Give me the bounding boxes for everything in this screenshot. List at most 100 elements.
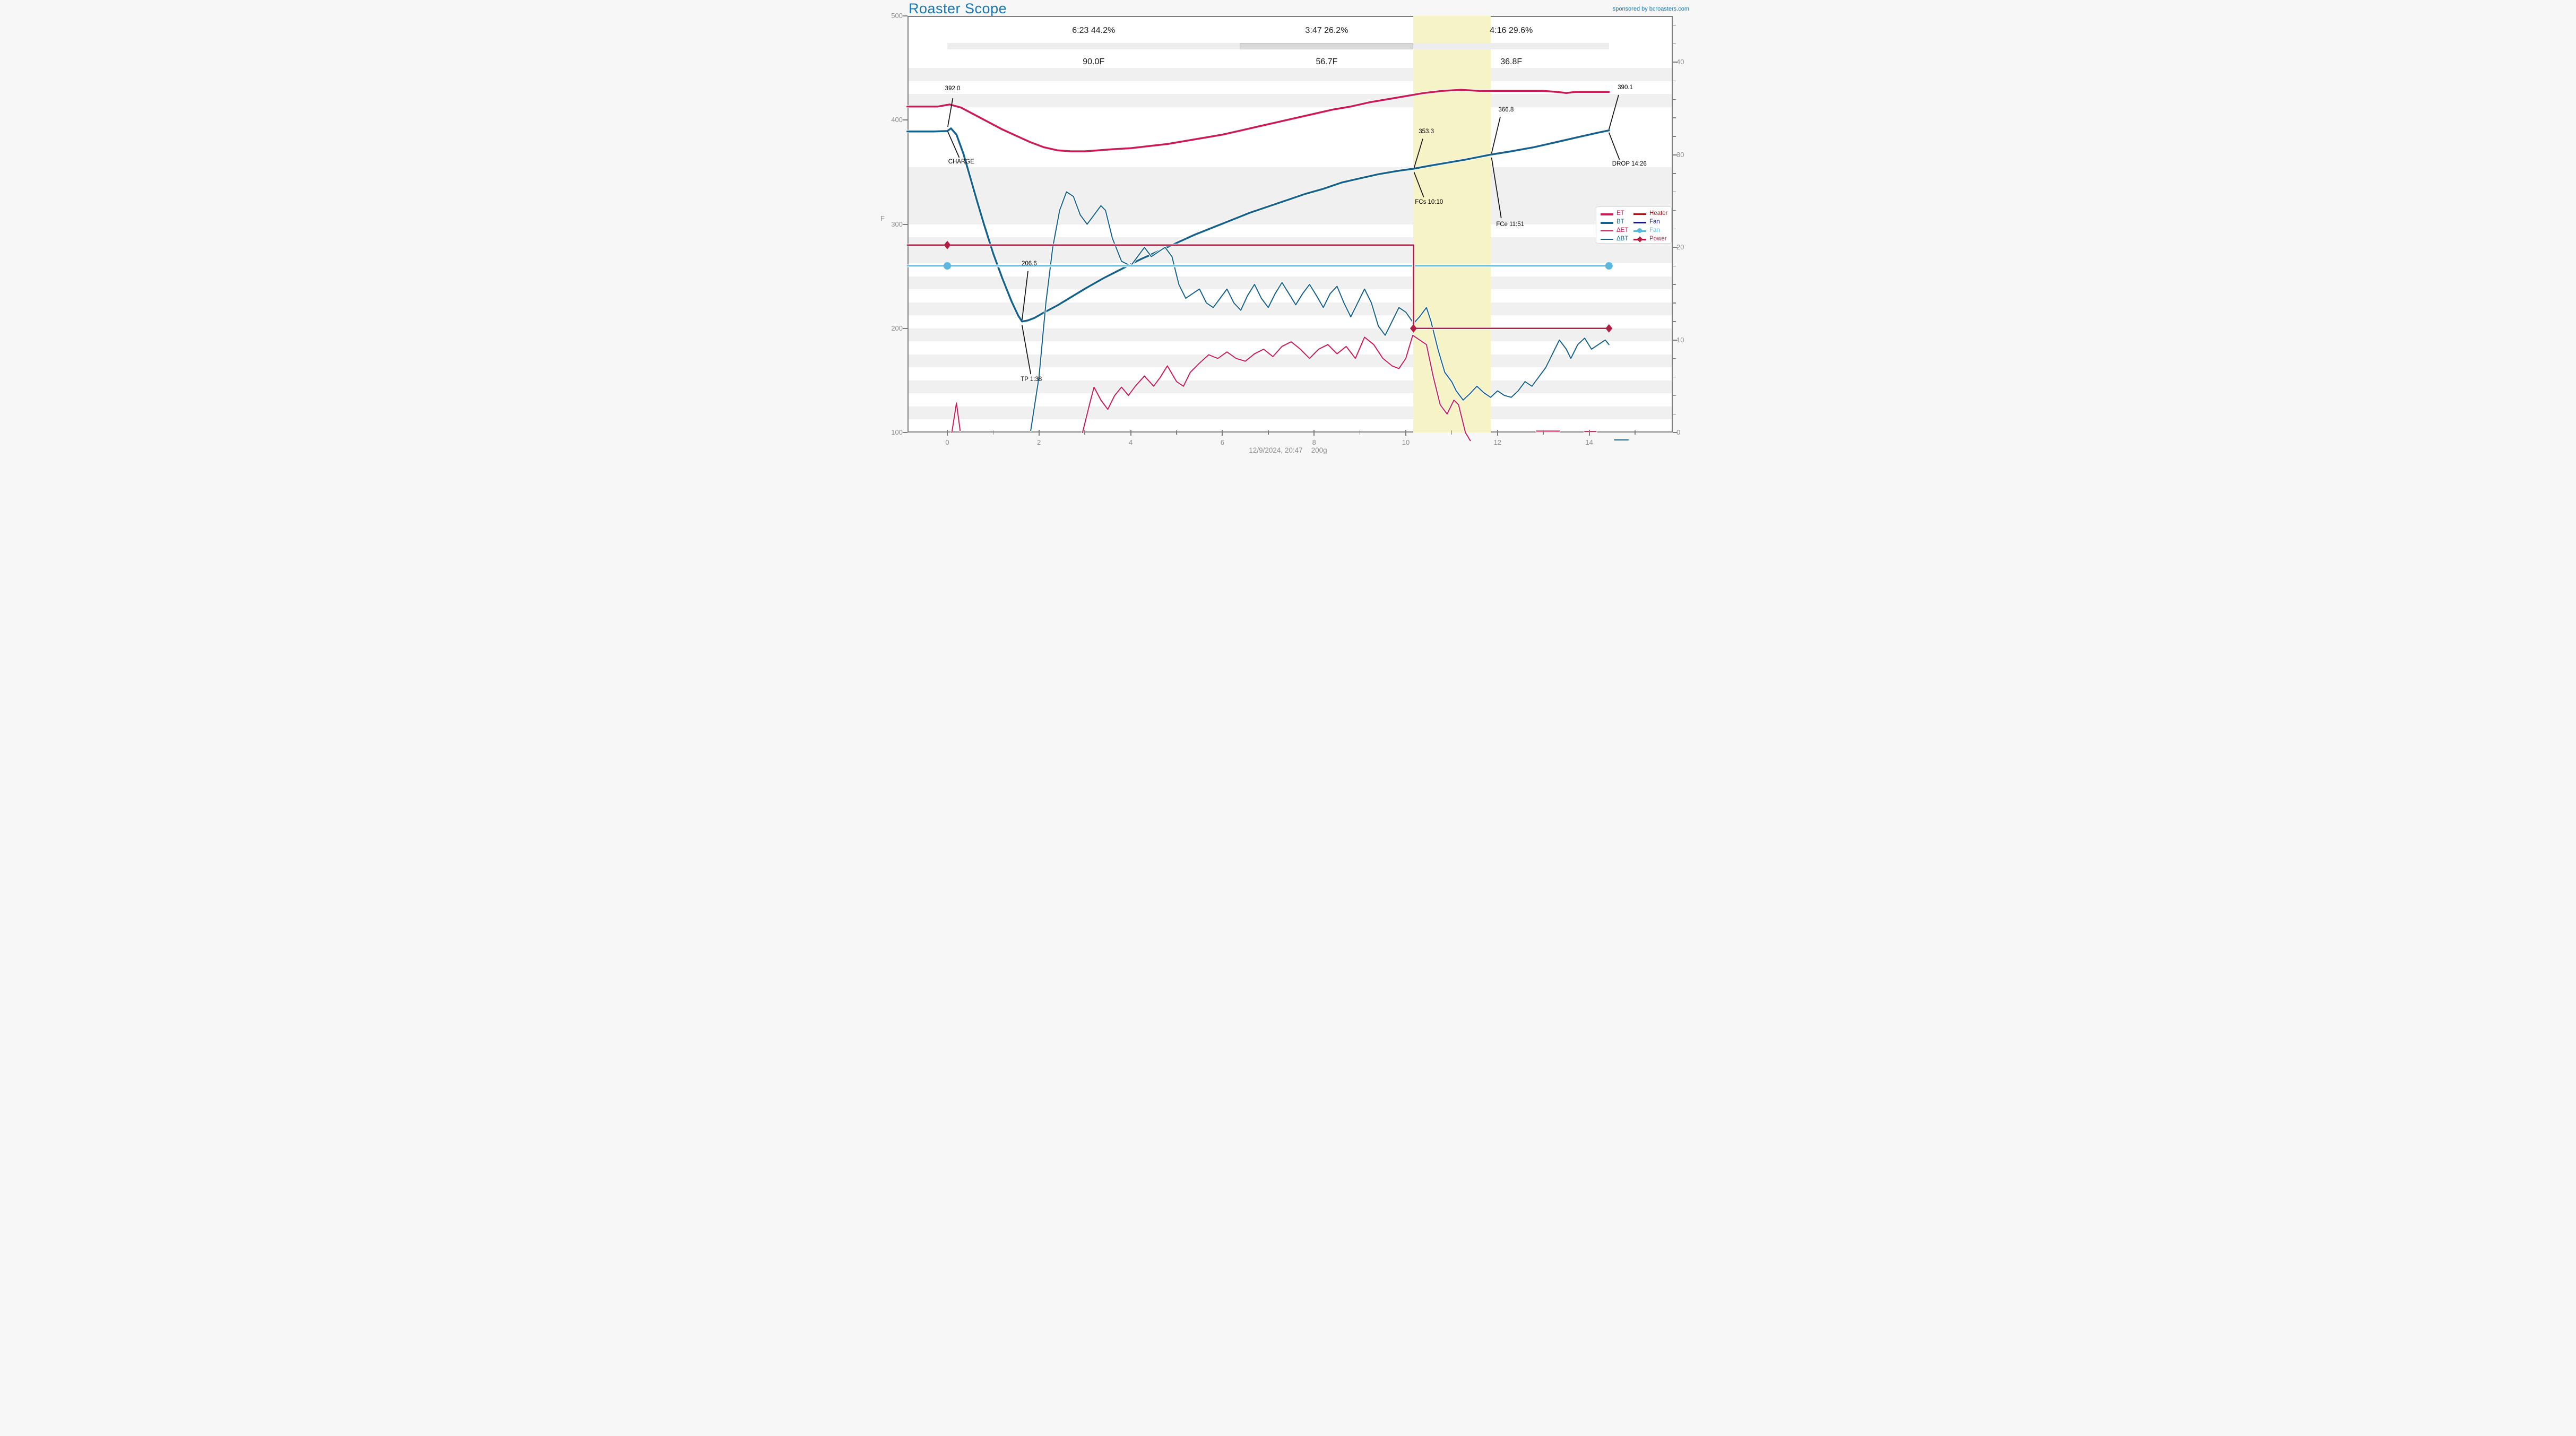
curve-bt: [906, 127, 1610, 323]
axis-tick: [1673, 395, 1676, 396]
axis-tick: [1673, 99, 1676, 100]
phase-bar-segment: [1240, 43, 1414, 49]
left-axis-unit-label: F: [880, 214, 885, 222]
x-axis-tick-label: 12: [1493, 438, 1502, 446]
legend-label: Power: [1649, 236, 1667, 242]
x-axis-tick-label: 4: [1128, 438, 1133, 446]
axis-tick: [903, 223, 907, 225]
axis-tick: [1673, 265, 1676, 266]
axis-tick: [1673, 24, 1676, 26]
legend-label: Fan: [1649, 227, 1660, 233]
roast-curves-canvas: [906, 88, 1630, 441]
axis-tick: [1673, 210, 1676, 211]
event-name-label: FCe 11:51: [1496, 221, 1525, 228]
event-name-label: TP 1:38: [1021, 376, 1042, 383]
axis-tick: [1673, 154, 1678, 155]
page-title: Roaster Scope: [909, 1, 1007, 16]
right-axis-tick-label: 0: [1676, 428, 1681, 436]
axis-tick: [947, 430, 948, 436]
axis-tick: [992, 430, 994, 435]
axis-tick: [1268, 430, 1269, 435]
legend-item-fan[interactable]: Fan: [1633, 227, 1666, 235]
phase-bar-segment: [1413, 43, 1609, 49]
left-axis-tick-label: 300: [891, 220, 903, 228]
right-axis-tick-label: 40: [1676, 58, 1684, 66]
axis-tick: [1405, 430, 1406, 436]
right-axis-tick-label: 20: [1676, 243, 1684, 252]
event-value-label: 206.6: [1021, 261, 1037, 267]
left-axis-tick-label: 100: [891, 428, 903, 436]
axis-tick: [1673, 228, 1676, 230]
legend-item-heater[interactable]: Heater: [1633, 210, 1668, 218]
legend-item-bt[interactable]: BT: [1601, 218, 1633, 227]
legend-label: BT: [1617, 219, 1624, 225]
axis-tick: [1673, 191, 1676, 193]
axis-tick: [1673, 321, 1676, 322]
legend-box: ET BT ΔET ΔBT Heater Fan Fan Power: [1596, 206, 1672, 244]
background-stripe: [909, 328, 1672, 342]
roast-timestamp: 12/9/2024, 20:47 200g: [1208, 446, 1368, 454]
legend-item-delta-et[interactable]: ΔET: [1601, 227, 1633, 235]
x-axis-tick-label: 0: [945, 438, 949, 446]
event-value-label: 390.1: [1618, 84, 1633, 91]
axis-tick: [1635, 430, 1636, 435]
background-stripe: [909, 302, 1672, 316]
roast-date: 12/9/2024, 20:47: [1249, 446, 1303, 454]
legend-label: ET: [1617, 210, 1624, 217]
right-axis-tick-label: 30: [1676, 150, 1684, 159]
axis-tick: [1176, 430, 1177, 435]
right-axis-tick-label: 10: [1676, 335, 1684, 344]
axis-tick: [1673, 302, 1676, 304]
legend-item-power[interactable]: Power: [1633, 235, 1667, 244]
axis-tick: [903, 15, 907, 16]
background-stripe: [909, 68, 1672, 81]
axis-tick: [1673, 339, 1678, 341]
axis-tick: [1359, 430, 1361, 435]
left-axis-tick-label: 200: [891, 324, 903, 332]
curve-delta-et: [951, 402, 961, 433]
axis-tick: [1451, 430, 1453, 435]
axis-tick: [1084, 430, 1085, 435]
axis-tick: [1673, 62, 1678, 63]
legend-circle-marker: [1637, 228, 1642, 233]
legend-swatch: [1633, 213, 1646, 215]
axis-tick: [1038, 430, 1040, 436]
axis-tick: [903, 432, 907, 433]
axis-tick: [1673, 284, 1676, 285]
phase-temp-rise: 56.7F: [1316, 57, 1338, 66]
legend-item-delta-bt[interactable]: ΔBT: [1601, 235, 1633, 244]
legend-item-et[interactable]: ET: [1601, 210, 1633, 218]
axis-tick: [1673, 358, 1676, 359]
event-name-label: CHARGE: [948, 158, 974, 165]
phase-time-percent: 4:16 29.6%: [1490, 26, 1533, 35]
phase-time-percent: 3:47 26.2%: [1305, 26, 1348, 35]
left-axis-tick-label: 500: [891, 12, 903, 20]
axis-tick: [1673, 173, 1676, 174]
legend-label: ΔBT: [1617, 236, 1629, 242]
axis-tick: [1588, 430, 1590, 436]
x-axis-tick-label: 2: [1037, 438, 1041, 446]
axis-tick: [1497, 430, 1498, 436]
axis-tick: [1543, 430, 1544, 435]
legend-swatch: [1601, 222, 1613, 224]
x-axis-tick-label: 6: [1220, 438, 1224, 446]
x-axis-tick-label: 14: [1585, 438, 1593, 446]
legend-item-fan[interactable]: Fan: [1633, 218, 1666, 227]
axis-tick: [1222, 430, 1223, 436]
legend-swatch: [1601, 213, 1613, 215]
phase-temp-rise: 90.0F: [1083, 57, 1105, 66]
first-crack-highlight-band: [1413, 16, 1491, 432]
axis-tick: [1673, 376, 1676, 378]
phase-temp-rise: 36.8F: [1500, 57, 1523, 66]
legend-swatch: [1601, 230, 1613, 231]
axis-tick: [1130, 430, 1131, 436]
axis-tick: [1673, 43, 1676, 45]
event-value-label: 366.8: [1498, 106, 1514, 113]
event-name-label: FCs 10:10: [1415, 199, 1443, 206]
axis-tick: [1673, 117, 1676, 118]
sponsor-link[interactable]: sponsored by bcroasters.com: [1612, 6, 1689, 12]
phase-bar-segment: [947, 43, 1240, 49]
axis-tick: [1673, 247, 1678, 248]
curve-delta-bt: [1030, 191, 1610, 431]
phase-time-percent: 6:23 44.2%: [1072, 26, 1116, 35]
